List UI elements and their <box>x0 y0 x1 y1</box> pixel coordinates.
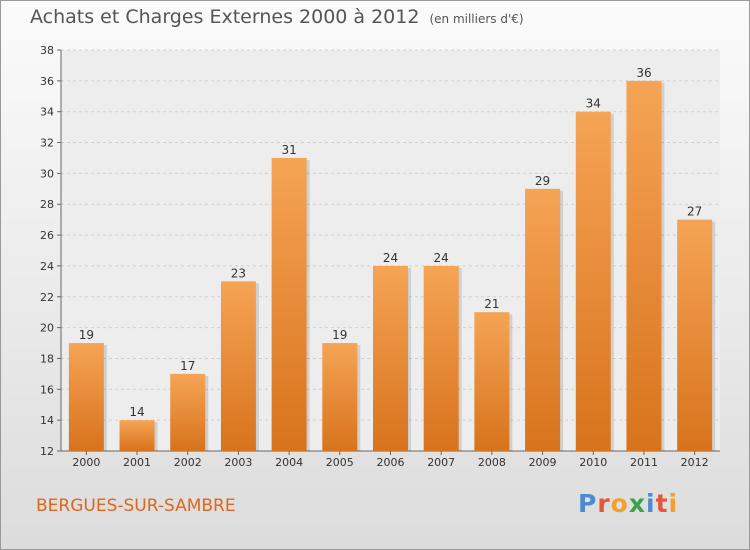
y-tick-label: 34 <box>40 106 54 119</box>
y-tick-label: 30 <box>40 167 54 180</box>
value-label-2008: 21 <box>484 297 499 311</box>
x-tick-label-2002: 2002 <box>174 456 202 469</box>
y-tick-label: 26 <box>40 229 54 242</box>
bar-2008 <box>474 312 510 451</box>
y-tick-label: 38 <box>40 44 54 57</box>
value-label-2005: 19 <box>332 328 347 342</box>
proxiti-logo: Proxiti <box>578 489 679 518</box>
x-tick-label-2008: 2008 <box>478 456 506 469</box>
bar-2004 <box>271 157 307 451</box>
tick-labels: 12 14 16 18 20 22 24 26 28 30 32 34 36 38 19 2000 14 2001… <box>40 44 709 469</box>
value-label-2011: 36 <box>636 66 651 80</box>
value-label-2001: 14 <box>129 405 144 419</box>
bar-2002 <box>170 373 206 451</box>
bar-2012 <box>677 219 713 451</box>
x-tick-label-2009: 2009 <box>529 456 557 469</box>
bar-2001 <box>119 420 155 451</box>
value-label-2003: 23 <box>231 266 246 280</box>
y-tick-label: 14 <box>40 414 54 427</box>
bar-2006 <box>373 265 408 451</box>
bars <box>68 80 716 452</box>
x-tick-label-2011: 2011 <box>630 456 658 469</box>
y-tick-label: 24 <box>40 260 54 273</box>
x-tick-label-2010: 2010 <box>579 456 607 469</box>
value-label-2009: 29 <box>535 174 550 188</box>
bar-2011 <box>626 80 662 451</box>
x-tick-label-2004: 2004 <box>275 456 303 469</box>
value-label-2004: 31 <box>281 143 296 157</box>
value-label-2010: 34 <box>586 97 601 111</box>
y-tick-label: 20 <box>40 322 54 335</box>
y-tick-label: 16 <box>40 383 54 396</box>
bar-2003 <box>220 281 256 451</box>
y-tick-label: 32 <box>40 137 54 150</box>
y-tick-label: 18 <box>40 352 54 365</box>
y-tick-label: 12 <box>40 445 54 458</box>
bar-2000 <box>68 343 104 451</box>
value-label-2012: 27 <box>687 205 702 219</box>
chart-title: Achats et Charges Externes 2000 à 2012 (e… <box>30 6 524 28</box>
x-tick-label-2007: 2007 <box>427 456 455 469</box>
bar-2007 <box>423 265 459 451</box>
place-name: BERGUES-SUR-SAMBRE <box>36 496 236 516</box>
x-tick-label-2003: 2003 <box>224 456 252 469</box>
bar-2010 <box>575 111 611 451</box>
value-label-2000: 19 <box>79 328 94 342</box>
x-tick-label-2000: 2000 <box>72 456 100 469</box>
y-tick-label: 22 <box>40 291 54 304</box>
x-tick-label-2005: 2005 <box>326 456 354 469</box>
value-label-2006: 24 <box>383 251 398 265</box>
bar-2005 <box>322 343 358 451</box>
title-unit: (en milliers d'€) <box>429 12 524 26</box>
y-tick-label: 28 <box>40 198 54 211</box>
x-tick-label-2012: 2012 <box>681 456 709 469</box>
bar-2009 <box>525 188 561 452</box>
title-text: Achats et Charges Externes 2000 à 2012 <box>30 6 420 28</box>
x-tick-label-2001: 2001 <box>123 456 151 469</box>
value-label-2007: 24 <box>434 251 449 265</box>
value-label-2002: 17 <box>180 359 195 373</box>
x-tick-label-2006: 2006 <box>377 456 405 469</box>
y-tick-label: 36 <box>40 75 54 88</box>
